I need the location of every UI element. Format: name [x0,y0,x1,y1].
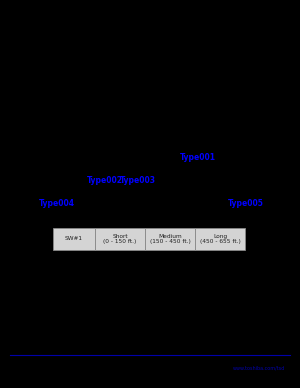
Text: Type002: Type002 [87,176,123,185]
Text: Type001: Type001 [180,152,216,162]
Bar [195,228,245,250]
Text: Type003: Type003 [120,176,156,185]
Text: SW#1: SW#1 [65,237,83,241]
Text: Short
(0 - 150 ft.): Short (0 - 150 ft.) [103,234,137,244]
Text: www.toshiba.com/tsd: www.toshiba.com/tsd [232,365,285,370]
Bar [95,228,145,250]
Bar [53,228,95,250]
Text: Medium
(150 - 450 ft.): Medium (150 - 450 ft.) [150,234,190,244]
Text: Type005: Type005 [228,199,264,208]
Text: Long
(450 - 655 ft.): Long (450 - 655 ft.) [200,234,240,244]
Text: Type004: Type004 [39,199,75,208]
Bar [145,228,195,250]
